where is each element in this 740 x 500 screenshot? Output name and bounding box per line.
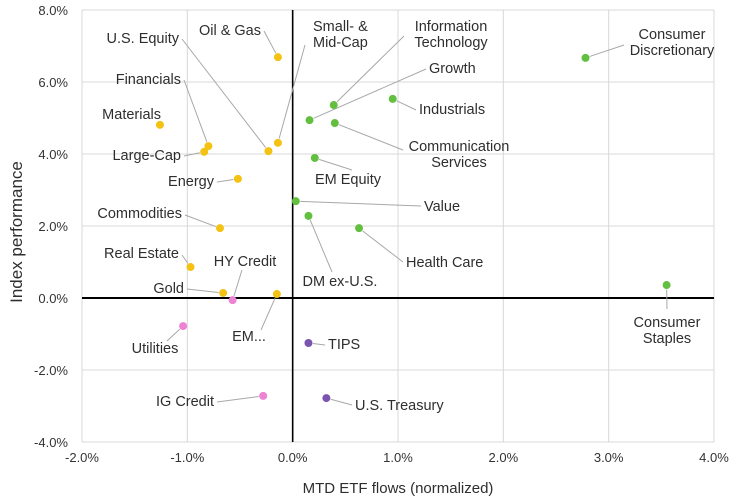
point-label-small-mid-cap: Small- &: [313, 19, 368, 35]
point-label-financials: Financials: [116, 72, 181, 88]
point-growth: [305, 116, 314, 125]
point-oil-gas: [273, 53, 282, 62]
x-tick-label: 2.0%: [489, 450, 519, 465]
leader-line-em-equity: [318, 158, 353, 171]
x-axis-title: MTD ETF flows (normalized): [302, 480, 494, 497]
point-label-health-care: Health Care: [406, 255, 483, 271]
y-axis-title: Index performance: [7, 161, 26, 303]
point-label-hy-credit: HY Credit: [214, 254, 277, 270]
point-label-em-equity: EM Equity: [315, 172, 382, 188]
y-tick-label: 8.0%: [38, 3, 68, 18]
leader-line-communication-services: [338, 124, 404, 151]
leader-line-ig-credit: [216, 396, 259, 403]
point-label-energy: Energy: [168, 174, 215, 190]
point-label-gold: Gold: [153, 281, 184, 297]
leader-line-industrials: [396, 100, 417, 111]
leader-line-utilities: [166, 328, 181, 342]
leader-line-value: [300, 200, 422, 207]
x-tick-label: -2.0%: [65, 450, 99, 465]
point-value: [291, 197, 300, 206]
point-commodities: [215, 224, 224, 233]
point-label-large-cap: Large-Cap: [112, 148, 181, 164]
point-label-oil-gas: Oil & Gas: [199, 23, 261, 39]
point-ig-credit: [259, 391, 268, 400]
point-label-consumer-staples: Consumer: [634, 315, 701, 331]
point-consumer-discretionary: [581, 53, 590, 62]
leader-line-commodities: [184, 214, 216, 228]
point-consumer-staples: [662, 281, 671, 290]
y-tick-label: 2.0%: [38, 219, 68, 234]
leader-line-dm-ex-u-s: [309, 219, 333, 273]
leader-line-u-s-treasury: [330, 398, 353, 406]
point-label-communication-services: Communication: [409, 139, 510, 155]
leader-line-growth: [313, 68, 427, 119]
point-industrials: [388, 94, 397, 103]
point-label-real-estate: Real Estate: [104, 246, 179, 262]
leader-line-tips: [312, 343, 326, 346]
leader-line-real-estate: [181, 254, 189, 264]
x-tick-label: 4.0%: [699, 450, 729, 465]
point-u-s-treasury: [322, 394, 331, 403]
point-tips: [304, 339, 313, 347]
y-tick-label: 4.0%: [38, 147, 68, 162]
point-energy: [233, 174, 242, 183]
point-small-mid-cap: [273, 138, 282, 147]
y-tick-label: -4.0%: [34, 435, 68, 450]
y-tick-label: 6.0%: [38, 75, 68, 90]
point-label-consumer-discretionary: Discretionary: [630, 43, 715, 59]
point-em: [272, 290, 281, 299]
leader-line-consumer-discretionary: [589, 44, 625, 57]
point-label-em: EM...: [232, 329, 266, 345]
point-label-consumer-discretionary: Consumer: [639, 27, 706, 43]
x-tick-label: -1.0%: [170, 450, 204, 465]
point-label-u-s-treasury: U.S. Treasury: [355, 398, 444, 414]
leader-line-large-cap: [183, 152, 200, 157]
leader-line-u-s-equity: [181, 38, 267, 148]
leader-line-energy: [216, 179, 234, 183]
point-utilities: [179, 322, 188, 331]
leader-line-health-care: [362, 230, 404, 263]
point-dm-ex-u-s: [304, 211, 313, 220]
point-materials: [155, 120, 164, 129]
leader-line-gold: [186, 288, 219, 293]
x-tick-label: 1.0%: [383, 450, 413, 465]
point-health-care: [355, 224, 364, 233]
point-label-information-technology: Technology: [414, 35, 488, 51]
point-label-growth: Growth: [429, 61, 476, 77]
point-label-commodities: Commodities: [97, 206, 182, 222]
point-label-u-s-equity: U.S. Equity: [106, 31, 179, 47]
x-tick-label: 0.0%: [278, 450, 308, 465]
point-large-cap: [200, 147, 209, 156]
point-label-industrials: Industrials: [419, 102, 485, 118]
leader-line-em: [260, 297, 276, 331]
y-tick-label: -2.0%: [34, 363, 68, 378]
point-information-technology: [329, 101, 338, 110]
point-hy-credit: [228, 296, 237, 305]
point-communication-services: [330, 119, 339, 128]
x-tick-label: 3.0%: [594, 450, 624, 465]
leader-line-financials: [183, 79, 208, 143]
leader-line-small-mid-cap: [278, 44, 306, 139]
point-label-communication-services: Services: [431, 155, 487, 171]
leader-line-oil-gas: [263, 30, 277, 54]
point-gold: [219, 288, 228, 297]
point-label-ig-credit: IG Credit: [156, 394, 214, 410]
leader-line-hy-credit: [233, 269, 243, 297]
point-label-utilities: Utilities: [132, 341, 179, 357]
point-label-tips: TIPS: [328, 337, 360, 353]
point-label-dm-ex-u-s: DM ex-U.S.: [303, 274, 378, 290]
leader-line-information-technology: [336, 35, 405, 103]
point-label-information-technology: Information: [415, 19, 488, 35]
point-label-small-mid-cap: Mid-Cap: [313, 35, 368, 51]
point-label-materials: Materials: [102, 107, 161, 123]
point-real-estate: [186, 263, 195, 272]
point-u-s-equity: [264, 147, 273, 156]
point-em-equity: [310, 153, 319, 162]
point-label-consumer-staples: Staples: [643, 331, 691, 347]
y-tick-label: 0.0%: [38, 291, 68, 306]
point-financials: [204, 142, 213, 151]
point-label-value: Value: [424, 199, 460, 215]
